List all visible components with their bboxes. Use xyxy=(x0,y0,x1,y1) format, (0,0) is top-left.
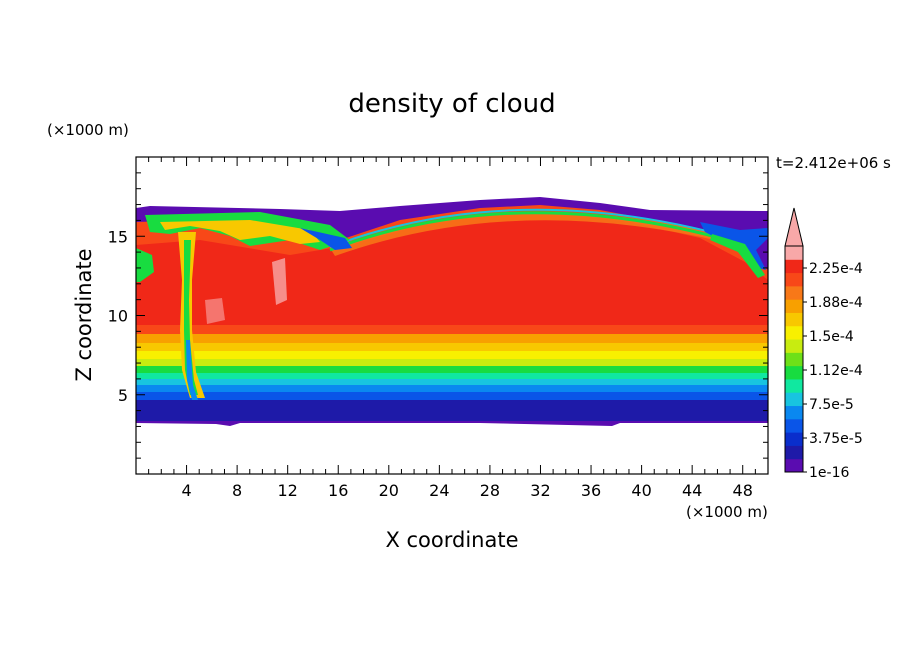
colorbar-swatch xyxy=(785,405,803,420)
colorbar-label: 1.88e-4 xyxy=(809,295,863,311)
x-tick-label: 48 xyxy=(733,481,753,500)
colorbar-swatch xyxy=(785,458,803,473)
time-label: t=2.412e+06 s xyxy=(776,154,891,172)
heatmap-field xyxy=(136,197,768,426)
chart-title: density of cloud xyxy=(348,89,555,119)
colorbar-swatch xyxy=(785,378,803,393)
dome-edge-cyan xyxy=(329,208,749,248)
colorbar-swatch xyxy=(785,299,803,313)
colorbar-frame xyxy=(784,245,804,473)
y-tick-label: 10 xyxy=(108,307,128,326)
dome-edge-green xyxy=(329,211,746,252)
high-density-patch-1 xyxy=(272,258,287,305)
band-cyan xyxy=(136,378,768,385)
colorbar-swatch xyxy=(785,246,803,260)
colorbar-swatch xyxy=(785,432,803,446)
x-tick-label: 24 xyxy=(429,481,449,500)
colorbar-label: 2.25e-4 xyxy=(809,261,863,277)
x-ticks: 4 8 12 16 20 24 28 32 36 40 44 48 xyxy=(148,157,756,500)
band-blue xyxy=(136,390,768,400)
band-light-blue xyxy=(136,384,768,392)
colorbar-swatch xyxy=(785,285,803,300)
x-axis-label: X coordinate xyxy=(385,528,518,552)
band-gold xyxy=(136,342,768,351)
colorbar-swatch xyxy=(785,445,803,460)
high-density-patch-2 xyxy=(205,298,225,324)
x-unit-label: (×1000 m) xyxy=(686,503,768,521)
x-tick-label: 4 xyxy=(181,481,191,500)
colorbar-swatch xyxy=(785,352,803,367)
colorbar-swatch xyxy=(785,272,803,287)
x-tick-label: 16 xyxy=(328,481,348,500)
colorbar-swatch xyxy=(785,392,803,407)
x-tick-label: 28 xyxy=(480,481,500,500)
colorbar-swatch xyxy=(785,325,803,340)
colorbar-swatch xyxy=(785,339,803,353)
colorbar-label: 3.75e-5 xyxy=(809,431,863,447)
x-tick-label: 36 xyxy=(581,481,601,500)
x-tick-label: 44 xyxy=(682,481,702,500)
band-green xyxy=(136,365,768,373)
y-axis-label: Z coordinate xyxy=(72,248,96,381)
band-lime xyxy=(136,358,768,366)
cloud-core-inner xyxy=(136,213,768,325)
right-edge-streak-green xyxy=(710,234,765,278)
colorbar-swatch xyxy=(785,259,803,274)
x-tick-label: 12 xyxy=(278,481,298,500)
colorbar-label: 7.5e-5 xyxy=(809,397,854,413)
colorbar-swatch xyxy=(785,365,803,380)
colorbar-swatch xyxy=(785,418,803,433)
band-orange xyxy=(136,333,768,343)
y-unit-label: (×1000 m) xyxy=(47,121,129,139)
band-yellow xyxy=(136,350,768,359)
x-tick-label: 20 xyxy=(379,481,399,500)
colorbar-label: 1.12e-4 xyxy=(809,363,863,379)
y-tick-label: 5 xyxy=(118,386,128,405)
colorbar-swatch xyxy=(785,312,803,327)
x-tick-label: 8 xyxy=(232,481,242,500)
colorbar-label: 1.5e-4 xyxy=(809,329,854,345)
colorbar-label: 1e-16 xyxy=(809,465,849,481)
band-deep-blue xyxy=(136,398,768,421)
band-teal xyxy=(136,372,768,379)
colorbar: 1e-16 3.75e-5 7.5e-5 1.12e-4 1.5e-4 1.88e-4 2.… xyxy=(784,207,863,481)
x-tick-label: 40 xyxy=(631,481,651,500)
upper-left-swirl-inner xyxy=(160,220,320,244)
colorbar-extend-arrow xyxy=(784,207,804,247)
left-edge-patch xyxy=(136,248,154,282)
x-tick-label: 32 xyxy=(530,481,550,500)
y-tick-label: 15 xyxy=(108,227,128,246)
swirl-blue xyxy=(300,228,352,250)
y-ticks: 5 10 15 xyxy=(108,172,768,459)
downdraft-blue xyxy=(186,340,198,400)
